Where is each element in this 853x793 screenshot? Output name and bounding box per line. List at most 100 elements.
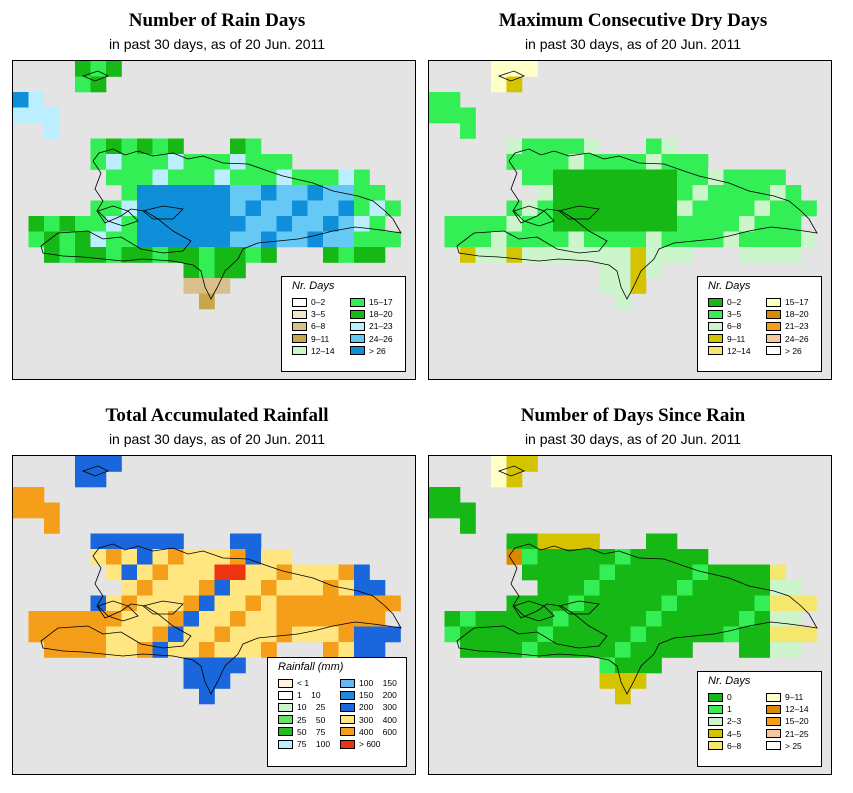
grid-cell xyxy=(276,169,293,186)
grid-cell xyxy=(584,580,600,596)
grid-cell xyxy=(90,216,107,232)
legend-swatch xyxy=(340,739,355,749)
grid-cell xyxy=(553,138,569,155)
grid-cell xyxy=(537,595,554,612)
legend-item: 0–2 xyxy=(708,297,741,307)
legend-swatch xyxy=(350,297,365,307)
grid-cell xyxy=(615,262,631,279)
grid-cell xyxy=(90,231,107,248)
grid-cell xyxy=(615,626,631,643)
legend-item: 15–17 xyxy=(350,297,393,307)
grid-cell xyxy=(646,580,662,596)
grid-cell xyxy=(199,673,215,689)
grid-cell xyxy=(491,247,507,263)
grid-cell xyxy=(323,216,339,232)
grid-cell xyxy=(677,611,693,627)
grid-cell xyxy=(630,673,647,689)
grid-cell xyxy=(168,626,184,643)
grid-cell xyxy=(354,642,370,658)
grid-cell xyxy=(385,200,401,217)
grid-cell xyxy=(522,200,538,217)
grid-cell xyxy=(106,549,122,565)
grid-cell xyxy=(739,626,755,643)
grid-cell xyxy=(152,549,169,565)
grid-cell xyxy=(429,487,445,503)
grid-cell xyxy=(230,580,246,596)
grid-cell xyxy=(661,138,678,155)
grid-cell xyxy=(599,673,616,689)
grid-cell xyxy=(121,247,138,263)
grid-cell xyxy=(615,688,631,705)
grid-cell xyxy=(661,169,678,186)
grid-cell xyxy=(770,200,786,217)
grid-cell xyxy=(692,169,709,186)
grid-cell xyxy=(739,200,755,217)
grid-cell xyxy=(754,231,771,248)
grid-cell xyxy=(183,185,200,201)
grid-cell xyxy=(785,580,802,596)
legend-item: 10 25 xyxy=(278,702,325,712)
grid-cell xyxy=(677,231,693,248)
panel-subtitle: in past 30 days, as of 20 Jun. 2011 xyxy=(524,431,742,447)
legend-item: > 26 xyxy=(766,346,802,356)
grid-cell xyxy=(44,502,60,519)
grid-cell xyxy=(661,185,678,201)
legend-swatch xyxy=(278,702,293,712)
grid-cell xyxy=(137,185,153,201)
coastline xyxy=(497,70,600,227)
grid-cell xyxy=(307,580,324,596)
legend-swatch xyxy=(708,716,723,726)
grid-cell xyxy=(646,154,662,170)
map-canvas xyxy=(13,456,402,705)
rain-days-panel: Number of Rain Days in past 30 days, as … xyxy=(12,0,422,385)
grid-cell xyxy=(152,626,169,643)
legend-item: 9–11 xyxy=(708,334,745,344)
coastline xyxy=(497,465,600,622)
grid-cell xyxy=(785,247,802,263)
grid-cell xyxy=(630,549,647,565)
grid-cell xyxy=(739,185,755,201)
legend-swatch xyxy=(766,741,781,751)
grid-cell xyxy=(599,169,616,186)
grid-cell xyxy=(199,293,215,310)
grid-cell xyxy=(599,216,616,232)
grid-cell xyxy=(615,169,631,186)
legend-label: 4–5 xyxy=(727,728,742,739)
legend-item: 12–14 xyxy=(766,704,809,714)
grid-cell xyxy=(537,138,554,155)
grid-cell xyxy=(59,231,76,248)
grid-cell xyxy=(801,200,817,217)
grid-cell xyxy=(261,626,277,643)
grid-cell xyxy=(646,611,662,627)
grid-cell xyxy=(214,231,231,248)
grid-cell xyxy=(630,216,647,232)
grid-cell xyxy=(323,185,339,201)
grid-cell xyxy=(307,200,324,217)
legend-label: 400 600 xyxy=(359,726,397,737)
map-canvas xyxy=(429,456,818,705)
grid-cell xyxy=(770,231,786,248)
grid-cell xyxy=(429,502,445,519)
legend-item: 18–20 xyxy=(350,309,393,319)
grid-cell xyxy=(121,626,138,643)
grid-cell xyxy=(75,471,91,488)
grid-cell xyxy=(661,216,678,232)
grid-cell xyxy=(28,92,45,108)
grid-cell xyxy=(568,154,585,170)
legend-label: 1 xyxy=(727,704,732,715)
grid-cell xyxy=(599,642,616,658)
grid-cell xyxy=(137,626,153,643)
legend-item: 25 50 xyxy=(278,715,325,725)
grid-cell xyxy=(429,92,445,108)
grid-cell xyxy=(307,611,324,627)
legend-swatch xyxy=(340,715,355,725)
legend-label: 1 10 xyxy=(297,690,321,701)
grid-cell xyxy=(354,626,370,643)
grid-cell xyxy=(137,200,153,217)
grid-cell xyxy=(323,580,339,596)
grid-cell xyxy=(770,185,786,201)
grid-cell xyxy=(230,185,246,201)
grid-cell xyxy=(369,580,386,596)
grid-cell xyxy=(245,169,262,186)
grid-cell xyxy=(214,642,231,658)
